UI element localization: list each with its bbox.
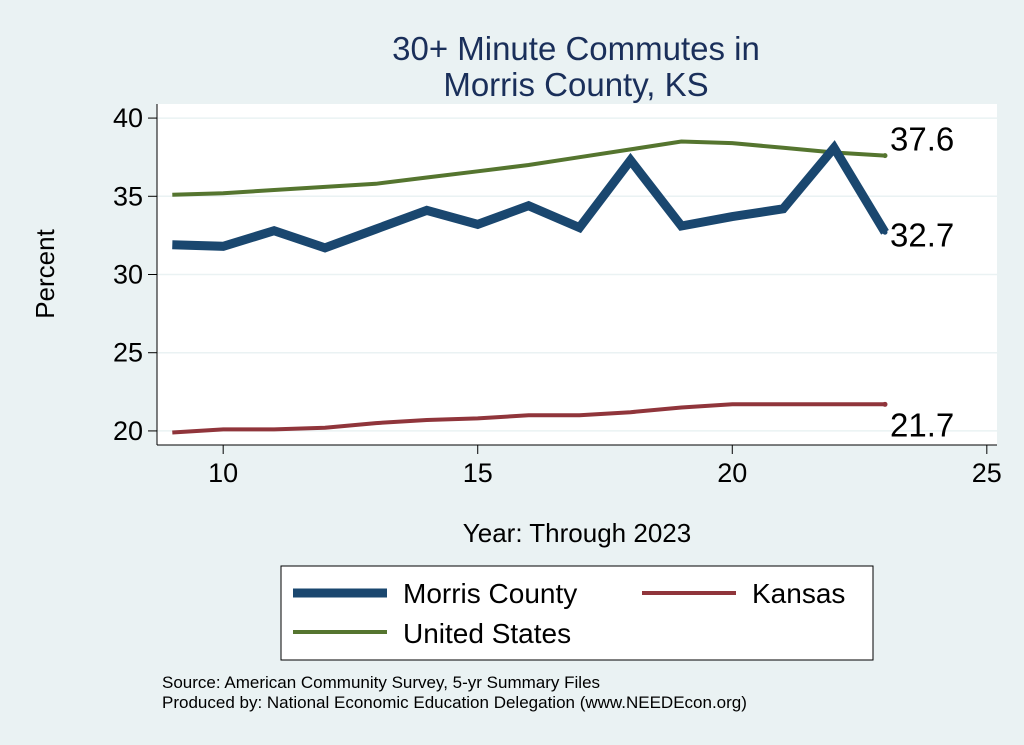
gridlines [157,117,997,432]
y-tick-label-35: 35 [113,181,143,211]
legend: Morris County Kansas United States [280,565,874,661]
producer-note: Produced by: National Economic Education… [162,693,747,712]
chart-title-line-2: Morris County, KS [443,66,708,103]
axes: 20 25 30 35 40 10 15 20 25 [113,103,1002,488]
x-tick-label-15: 15 [463,458,493,488]
x-tick-label-10: 10 [208,458,238,488]
x-tick-label-25: 25 [972,458,1002,488]
series-line-kansas [172,402,885,435]
series-line-united-states [172,139,886,197]
series-lines [172,139,889,435]
legend-box [280,565,874,661]
y-tick-label-40: 40 [113,103,143,133]
legend-label-morris-county: Morris County [403,578,577,609]
end-labels: 32.7 21.7 37.6 [890,121,954,444]
end-point-morris-county [882,229,888,235]
end-label-kansas: 21.7 [890,406,954,443]
end-point-kansas [882,401,888,407]
y-tick-label-30: 30 [113,260,143,290]
end-point-united-states [882,153,888,159]
chart-title-line-1: 30+ Minute Commutes in [392,30,760,67]
y-axis-title: Percent [30,228,60,318]
y-tick-label-25: 25 [113,338,143,368]
series-line-morris-county [172,140,889,253]
legend-label-united-states: United States [403,618,571,649]
legend-label-kansas: Kansas [752,578,845,609]
y-tick-label-20: 20 [113,416,143,446]
end-label-morris-county: 32.7 [890,216,954,253]
x-axis-title: Year: Through 2023 [463,518,691,548]
x-tick-label-20: 20 [717,458,747,488]
source-note: Source: American Community Survey, 5-yr … [162,673,600,692]
end-label-united-states: 37.6 [890,121,954,158]
